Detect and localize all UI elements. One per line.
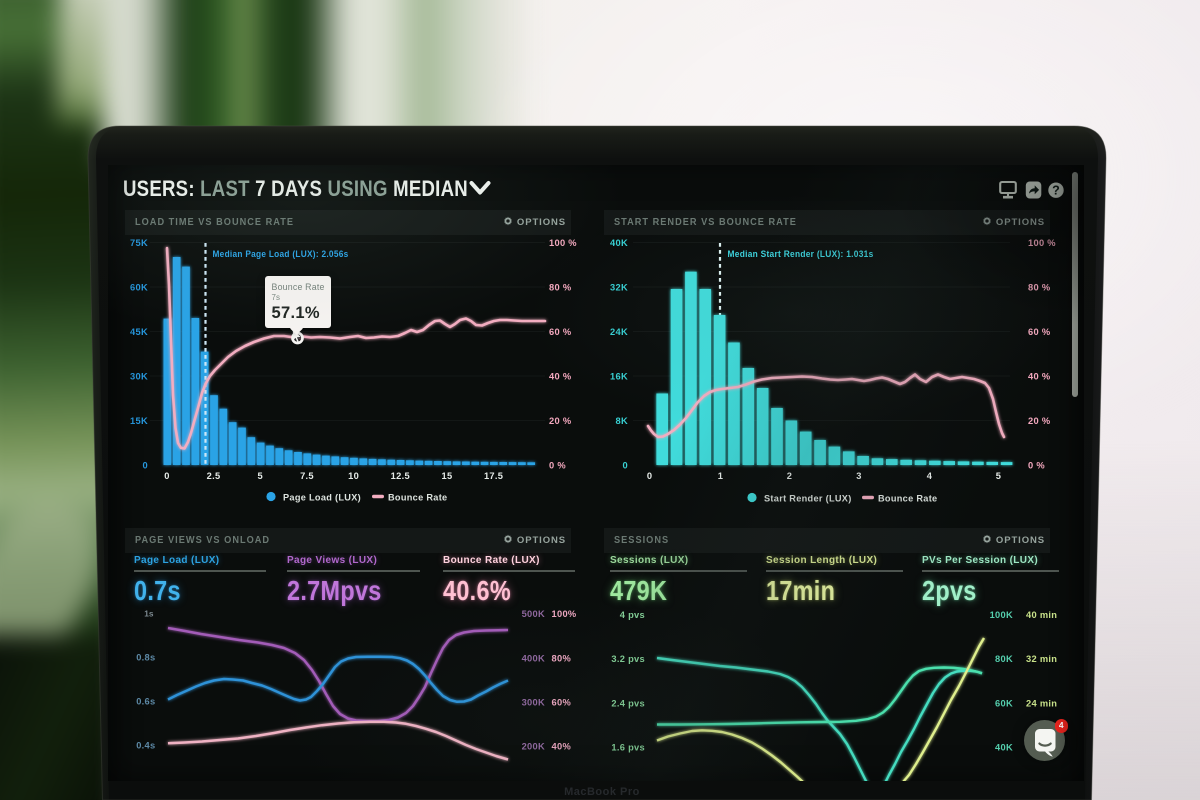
svg-text:200K: 200K (522, 742, 545, 752)
svg-text:100%: 100% (552, 609, 577, 619)
svg-text:0: 0 (143, 461, 148, 471)
svg-text:17.5: 17.5 (484, 471, 503, 481)
svg-text:60K: 60K (995, 698, 1013, 708)
svg-text:40K: 40K (995, 743, 1013, 753)
svg-text:10: 10 (348, 471, 359, 481)
svg-text:24 min: 24 min (1026, 698, 1057, 708)
svg-text:12.5: 12.5 (391, 471, 410, 481)
svg-text:2.5: 2.5 (207, 471, 221, 481)
svg-text:40 %: 40 % (549, 372, 572, 382)
svg-text:15K: 15K (130, 416, 148, 426)
svg-text:3: 3 (856, 471, 861, 481)
svg-text:15: 15 (442, 471, 453, 481)
svg-text:80K: 80K (995, 654, 1013, 664)
svg-text:30K: 30K (130, 372, 148, 382)
svg-text:100 %: 100 % (549, 238, 577, 248)
svg-text:Median Page Load (LUX): 2.056s: Median Page Load (LUX): 2.056s (213, 249, 349, 259)
svg-text:2: 2 (787, 471, 792, 481)
svg-text:40 min: 40 min (1026, 610, 1057, 620)
svg-text:40 %: 40 % (1028, 372, 1051, 382)
svg-text:Bounce Rate: Bounce Rate (388, 493, 447, 503)
svg-text:32 min: 32 min (1026, 654, 1057, 664)
svg-text:Start Render (LUX): Start Render (LUX) (764, 494, 852, 504)
svg-text:60K: 60K (130, 283, 148, 293)
svg-text:3.2 pvs: 3.2 pvs (611, 654, 645, 664)
svg-text:Median Start Render (LUX): 1.0: Median Start Render (LUX): 1.031s (728, 249, 874, 259)
svg-text:100K: 100K (990, 610, 1013, 620)
svg-text:16K: 16K (610, 372, 628, 382)
svg-text:80 %: 80 % (1028, 283, 1051, 293)
svg-text:20 %: 20 % (1028, 416, 1051, 426)
svg-text:0: 0 (623, 461, 628, 471)
svg-text:0: 0 (647, 471, 652, 481)
svg-text:40%: 40% (552, 742, 572, 752)
svg-text:0.6s: 0.6s (136, 697, 155, 707)
svg-text:8K: 8K (616, 416, 628, 426)
svg-text:2.4 pvs: 2.4 pvs (611, 698, 645, 708)
svg-text:4 pvs: 4 pvs (620, 610, 645, 620)
svg-text:0 %: 0 % (1028, 461, 1045, 471)
svg-text:4: 4 (927, 471, 933, 481)
svg-text:45K: 45K (130, 327, 148, 337)
svg-text:75K: 75K (130, 238, 148, 248)
svg-text:5: 5 (996, 471, 1001, 481)
svg-text:1: 1 (718, 471, 723, 481)
svg-text:300K: 300K (522, 698, 545, 708)
svg-text:60%: 60% (552, 698, 572, 708)
svg-text:0: 0 (164, 471, 169, 481)
svg-text:24K: 24K (610, 327, 628, 337)
svg-text:80 %: 80 % (549, 283, 572, 293)
svg-text:100 %: 100 % (1028, 238, 1056, 248)
svg-text:7.5: 7.5 (300, 471, 314, 481)
svg-text:500K: 500K (522, 609, 545, 619)
svg-text:60 %: 60 % (549, 327, 572, 337)
svg-text:20 %: 20 % (549, 416, 572, 426)
svg-text:0.4s: 0.4s (136, 741, 155, 751)
svg-text:40K: 40K (610, 238, 628, 248)
svg-text:1.6 pvs: 1.6 pvs (611, 743, 645, 753)
svg-text:5: 5 (258, 471, 263, 481)
svg-text:Page Load (LUX): Page Load (LUX) (283, 493, 361, 503)
svg-text:?: ? (1052, 184, 1060, 198)
svg-text:0 %: 0 % (549, 461, 566, 471)
svg-text:400K: 400K (522, 654, 545, 664)
svg-text:60 %: 60 % (1028, 327, 1051, 337)
svg-text:1s: 1s (144, 609, 154, 619)
svg-text:Bounce Rate: Bounce Rate (878, 494, 937, 504)
svg-text:32K: 32K (610, 283, 628, 293)
svg-text:0.8s: 0.8s (136, 653, 155, 663)
svg-text:80%: 80% (552, 654, 572, 664)
